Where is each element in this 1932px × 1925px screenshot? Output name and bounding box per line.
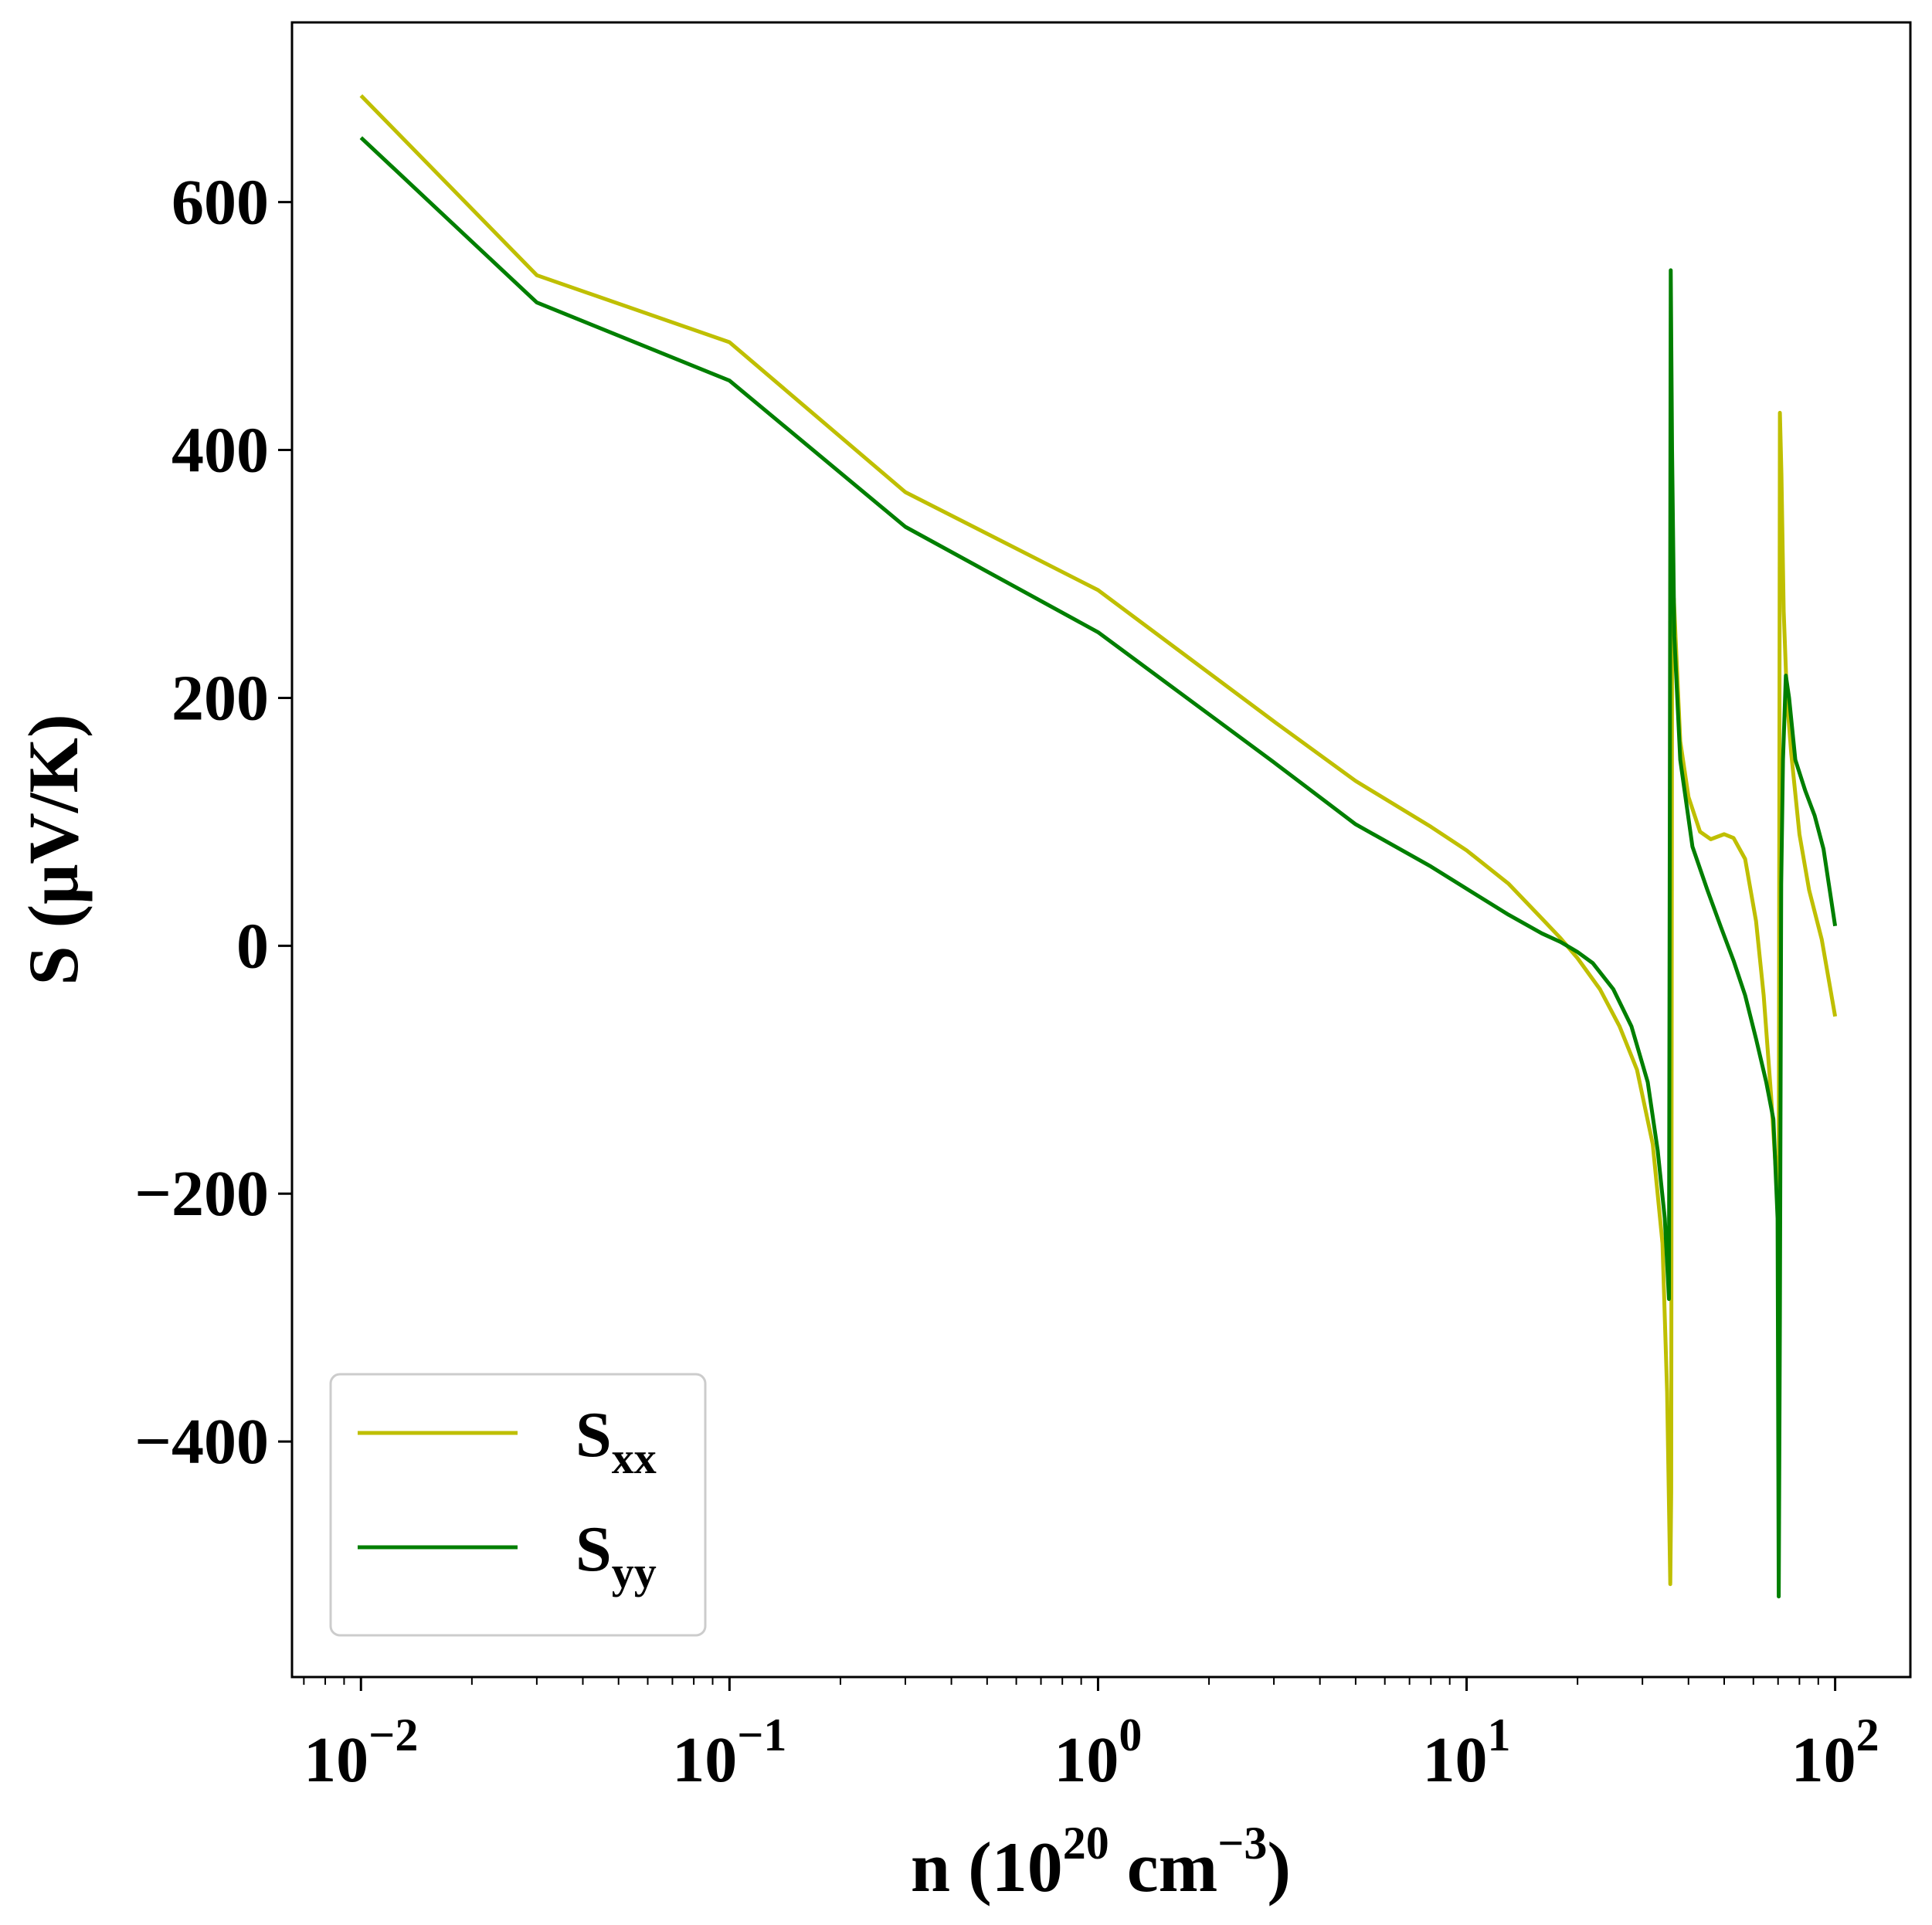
axes-frame — [290, 21, 1912, 1679]
x-axis-title-exponent-2: −3 — [1217, 1818, 1267, 1869]
x-tick-label-base: 10 — [1054, 1724, 1119, 1796]
y-tick-label: 0 — [236, 910, 269, 982]
legend-label-sxx-sub: xx — [612, 1433, 657, 1483]
legend-label-syy-sub: yy — [612, 1547, 657, 1597]
x-axis-title-prefix: n (10 — [911, 1828, 1063, 1906]
legend-label-sxx: Sxx — [576, 1399, 657, 1483]
x-tick-label-exponent: 1 — [1488, 1709, 1511, 1760]
x-axis-title: n (1020 cm−3) — [911, 1818, 1291, 1906]
series-layer — [359, 93, 1838, 1599]
y-tick-label: 600 — [171, 167, 269, 239]
x-axis-title-exponent-1: 20 — [1063, 1818, 1109, 1869]
x-tick-label-base: 10 — [1423, 1724, 1488, 1796]
x-tick-label: 101 — [1423, 1709, 1511, 1796]
y-tick-label: −200 — [134, 1158, 269, 1230]
legend-label-sxx-main: S — [576, 1399, 612, 1471]
x-tick-label-exponent: 2 — [1856, 1709, 1879, 1760]
x-tick-label: 102 — [1791, 1709, 1879, 1796]
y-tick-label: 200 — [171, 662, 269, 734]
x-axis-ticks: 10−2 10−1 100 101 102 — [303, 1677, 1879, 1796]
y-axis-title: S (μV/K) — [14, 714, 93, 985]
series-line-syy — [359, 136, 1838, 1599]
y-tick-label: 400 — [171, 415, 269, 487]
legend-label-syy: Syy — [576, 1513, 657, 1597]
x-tick-label: 10−2 — [304, 1709, 418, 1796]
x-tick-label-base: 10 — [1791, 1724, 1856, 1796]
x-tick-label: 100 — [1054, 1709, 1142, 1796]
x-axis-title-middle: cm — [1109, 1828, 1217, 1906]
y-tick-label: −400 — [134, 1406, 269, 1478]
x-tick-label-exponent: 0 — [1119, 1709, 1142, 1760]
x-tick-label-base: 10 — [672, 1724, 737, 1796]
x-tick-label-base: 10 — [304, 1724, 368, 1796]
legend-label-syy-main: S — [576, 1513, 612, 1585]
x-tick-label-exponent: −1 — [737, 1709, 786, 1760]
x-tick-label-exponent: −2 — [368, 1709, 418, 1760]
x-tick-label: 10−1 — [672, 1709, 786, 1796]
x-axis-title-suffix: ) — [1267, 1828, 1291, 1906]
y-axis-ticks: 600 400 200 0 −200 −400 — [134, 167, 292, 1478]
legend: Sxx Syy — [329, 1373, 707, 1637]
legend-box — [329, 1373, 707, 1637]
